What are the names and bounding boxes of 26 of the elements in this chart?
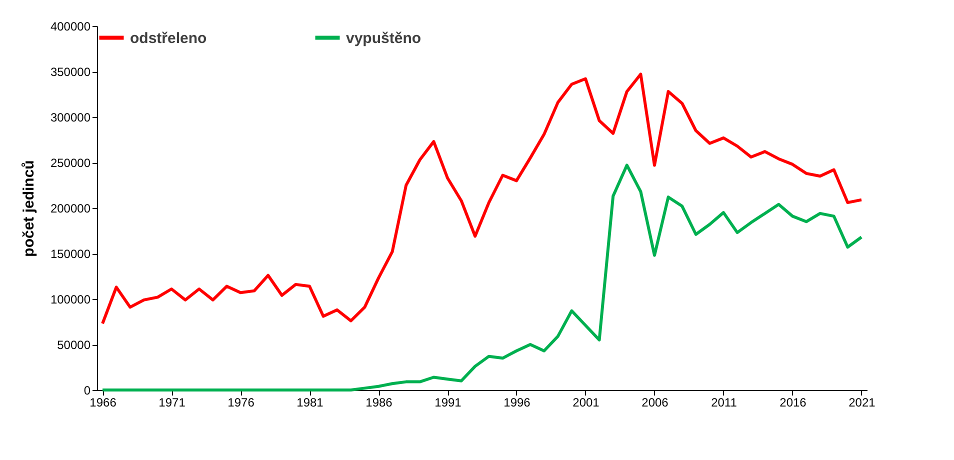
x-tick-label: 1991 bbox=[434, 396, 462, 410]
x-tick-label: 1986 bbox=[366, 396, 393, 410]
x-tick-label: 1996 bbox=[504, 396, 531, 410]
y-tick-label: 150000 bbox=[50, 247, 91, 261]
x-tick-label: 1966 bbox=[90, 396, 117, 410]
y-tick-label: 400000 bbox=[50, 20, 91, 34]
x-tick-label: 2011 bbox=[711, 396, 738, 410]
x-tick-label: 2021 bbox=[848, 396, 876, 410]
legend-label: odstřeleno bbox=[130, 30, 207, 47]
line-series bbox=[101, 72, 863, 326]
x-tick-label: 2016 bbox=[780, 396, 807, 410]
x-tick-label: 1976 bbox=[228, 396, 255, 410]
line-series bbox=[101, 164, 863, 392]
x-tick-label: 1981 bbox=[296, 396, 324, 410]
y-tick-label: 250000 bbox=[50, 156, 91, 170]
y-tick-label: 100000 bbox=[50, 292, 91, 306]
x-tick-label: 1971 bbox=[158, 396, 186, 410]
y-tick-label: 0 bbox=[84, 384, 91, 398]
y-tick-label: 50000 bbox=[57, 338, 91, 352]
x-tick-label: 2001 bbox=[572, 396, 600, 410]
x-tick-label: 2006 bbox=[642, 396, 669, 410]
y-axis-title: počet jedinců bbox=[20, 160, 38, 257]
y-tick-label: 200000 bbox=[50, 202, 91, 216]
legend-label: vypuštěno bbox=[346, 30, 422, 47]
y-tick-label: 350000 bbox=[50, 65, 91, 79]
y-tick-label: 300000 bbox=[50, 110, 91, 124]
